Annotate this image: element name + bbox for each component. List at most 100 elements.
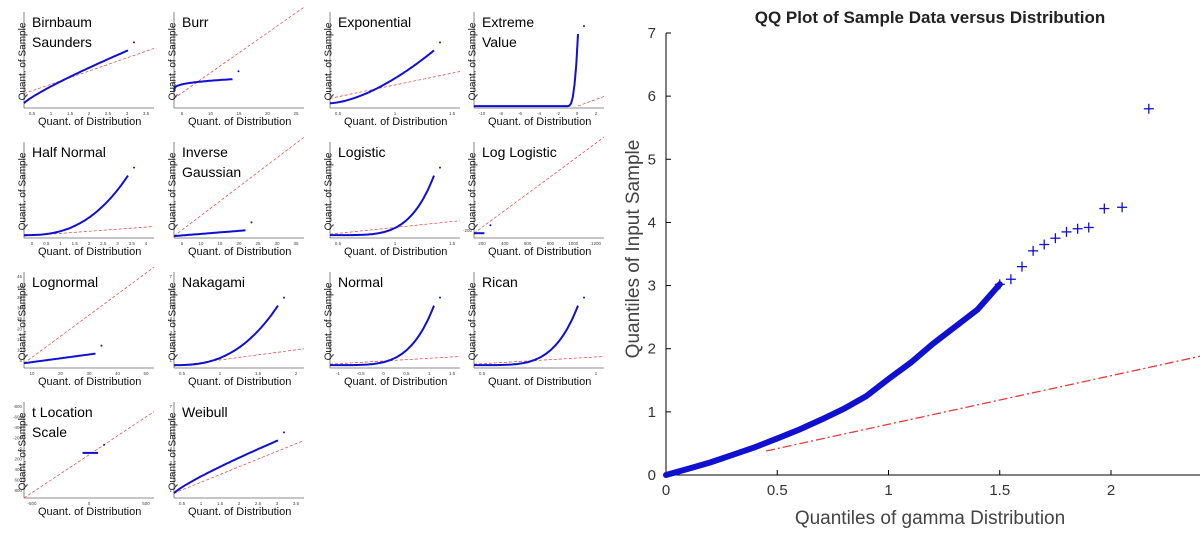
panel-x-tick-label: 5 (181, 241, 184, 246)
panel-reference-line (577, 96, 605, 107)
main-sample-point (1099, 203, 1110, 214)
panel-x-axis-label: Quant. of Distribution (188, 246, 292, 258)
panel-y-axis-label: Quant. of Sample (167, 22, 179, 101)
panel-y-axis-label: Quant. of Sample (467, 152, 479, 231)
panel-sample-points (474, 34, 579, 108)
panel-x-tick-label: 500 (142, 501, 150, 506)
panel-x-tick-label: 1 (200, 501, 203, 506)
main-y-tick-label: 2 (648, 341, 656, 358)
panel-x-tick-label: 25 (293, 111, 299, 116)
panel-y-axis-label: Quant. of Sample (323, 152, 335, 231)
panel-y-tick-label: 7 (169, 274, 172, 279)
panel-x-tick-label: 600 (524, 241, 532, 246)
qq-panel-plot: 5 10 15 20 25 30 35 (173, 136, 305, 246)
panel-x-tick-label: 1 (50, 111, 53, 116)
panel-x-tick-label: 2 (88, 241, 91, 246)
panel-sample-points (474, 305, 579, 367)
panel-y-tick-label: 45 (17, 274, 23, 279)
qq-panel-plot: 200 400 600 800 1000 1200 -200 (463, 136, 605, 246)
panel-x-axis-label: Quant. of Distribution (188, 116, 292, 128)
qq-panel-plot: 0.5 1 1.5 2 2.5 3 3.5 1 2 3 4 5 6 7 (169, 402, 305, 506)
panel-x-tick-label: 0.5 (179, 371, 186, 376)
panel-sample-points (329, 49, 435, 105)
panel-x-tick-label: 0.5 (335, 111, 342, 116)
panel-y-tick-label: -600 (13, 415, 23, 420)
panel-x-tick-label: 2 (295, 371, 298, 376)
panel-y-tick-label: 25 (17, 316, 23, 321)
panel-x-tick-label: 1.5 (72, 241, 79, 246)
panel-x-tick-label: 10 (208, 111, 214, 116)
panel-distribution-name: Rican (482, 274, 518, 290)
panel-x-axis-label: Quant. of Distribution (188, 376, 292, 388)
qq-panel-plot: -10 -8 -6 -4 -2 0 2 (473, 12, 605, 116)
panel-y-tick-label: 4 (169, 316, 172, 321)
panel-sample-points (173, 229, 246, 238)
panel-y-tick-label: 2 (169, 474, 172, 479)
panel-distribution-name: Burr (182, 14, 209, 30)
panel-x-tick-label: 1 (428, 371, 431, 376)
panel-x-tick-label: 0 (382, 371, 385, 376)
panel-x-tick-label: 0.5 (29, 111, 36, 116)
qq-panel-plot: 0.5 1 1.5 2 1 2 3 4 5 6 7 (169, 272, 305, 376)
main-y-tick-label: 1 (648, 404, 656, 421)
panel-x-axis-label: Quant. of Distribution (38, 116, 142, 128)
panel-distribution-name: Birnbaum Saunders (32, 14, 92, 50)
panel-y-tick-label: 40 (17, 285, 23, 290)
main-x-tick-label: 0.5 (767, 482, 788, 499)
panel-distribution-name: Nakagami (182, 274, 246, 290)
panel-x-tick-label: 2 (595, 111, 598, 116)
panel-y-axis-label: Quant. of Sample (167, 412, 179, 491)
panel-x-tick-label: 1.5 (255, 371, 262, 376)
qq-panel: 5 10 15 20 25 30 35 Inverse Gaussian Quant. of D… (160, 136, 310, 258)
panel-x-tick-label: -2 (556, 111, 560, 116)
panel-outlier-point (583, 296, 585, 299)
panel-x-tick-label: 50 (143, 371, 149, 376)
panel-x-tick-label: 10 (198, 241, 204, 246)
main-y-tick-label: 0 (648, 467, 656, 484)
panel-sample-points (174, 305, 279, 367)
panel-x-axis-label: Quant. of Distribution (344, 376, 448, 388)
panel-x-tick-label: 1.5 (217, 501, 224, 506)
main-sample-point (1117, 202, 1128, 213)
panel-y-tick-label: 400 (14, 467, 22, 472)
main-sample-point (1017, 261, 1027, 272)
panel-y-tick-label: 800 (14, 488, 22, 493)
main-y-tick-label: 4 (648, 214, 656, 231)
qq-panel-plot: 0.5 1 (473, 272, 605, 376)
panel-x-tick-label: 800 (547, 241, 555, 246)
main-y-axis-label: Quantiles of Input Sample (623, 139, 644, 359)
qq-panel: 5 10 15 20 25 Burr Quant. of Distribution Quant… (160, 6, 310, 128)
panel-y-tick-label: 7 (169, 404, 172, 409)
panel-x-tick-label: 0.5 (479, 371, 486, 376)
panel-x-tick-label: 35 (293, 241, 299, 246)
panel-x-tick-label: 10 (29, 371, 35, 376)
panel-x-tick-label: 1.5 (449, 371, 456, 376)
panel-x-tick-label: 3.5 (129, 241, 136, 246)
panel-x-tick-label: 1 (394, 241, 397, 246)
panel-y-axis-label: Quant. of Sample (323, 282, 335, 361)
main-x-tick-label: 2 (1107, 482, 1115, 499)
panel-x-tick-label: 5 (181, 111, 184, 116)
panel-distribution-name: Exponential (338, 14, 412, 30)
main-reference-line (765, 355, 1200, 452)
panel-x-tick-label: 0 (31, 241, 34, 246)
main-chart-title: QQ Plot of Sample Data versus Distributi… (754, 8, 1106, 27)
panel-reference-line (329, 356, 461, 365)
panel-x-axis-label: Quant. of Distribution (488, 246, 592, 258)
panel-y-tick-label: 2 (169, 344, 172, 349)
panel-y-axis-label: Quant. of Sample (17, 22, 29, 101)
panel-x-tick-label: 1000 (568, 241, 579, 246)
panel-x-tick-label: 1 (595, 371, 598, 376)
panel-y-tick-label: 200 (14, 457, 22, 462)
panel-distribution-name: Extreme Value (482, 14, 535, 50)
panel-y-tick-label: -400 (13, 425, 23, 430)
panel-outlier-point (237, 70, 240, 73)
qq-panel: 0.5 1 1.5 2 1 2 3 4 5 6 7 Nakagami Quant. of Distrib… (160, 268, 310, 388)
panel-y-tick-label: 3 (169, 460, 172, 465)
main-x-tick-label: 1.5 (989, 482, 1010, 499)
panel-x-tick-label: 4 (145, 241, 148, 246)
panel-x-tick-label: 0 (576, 111, 579, 116)
panel-outlier-point (250, 221, 253, 224)
panel-x-tick-label: 0.5 (179, 501, 186, 506)
qq-panel-plot: 0.5 1 1.5 (329, 12, 461, 116)
